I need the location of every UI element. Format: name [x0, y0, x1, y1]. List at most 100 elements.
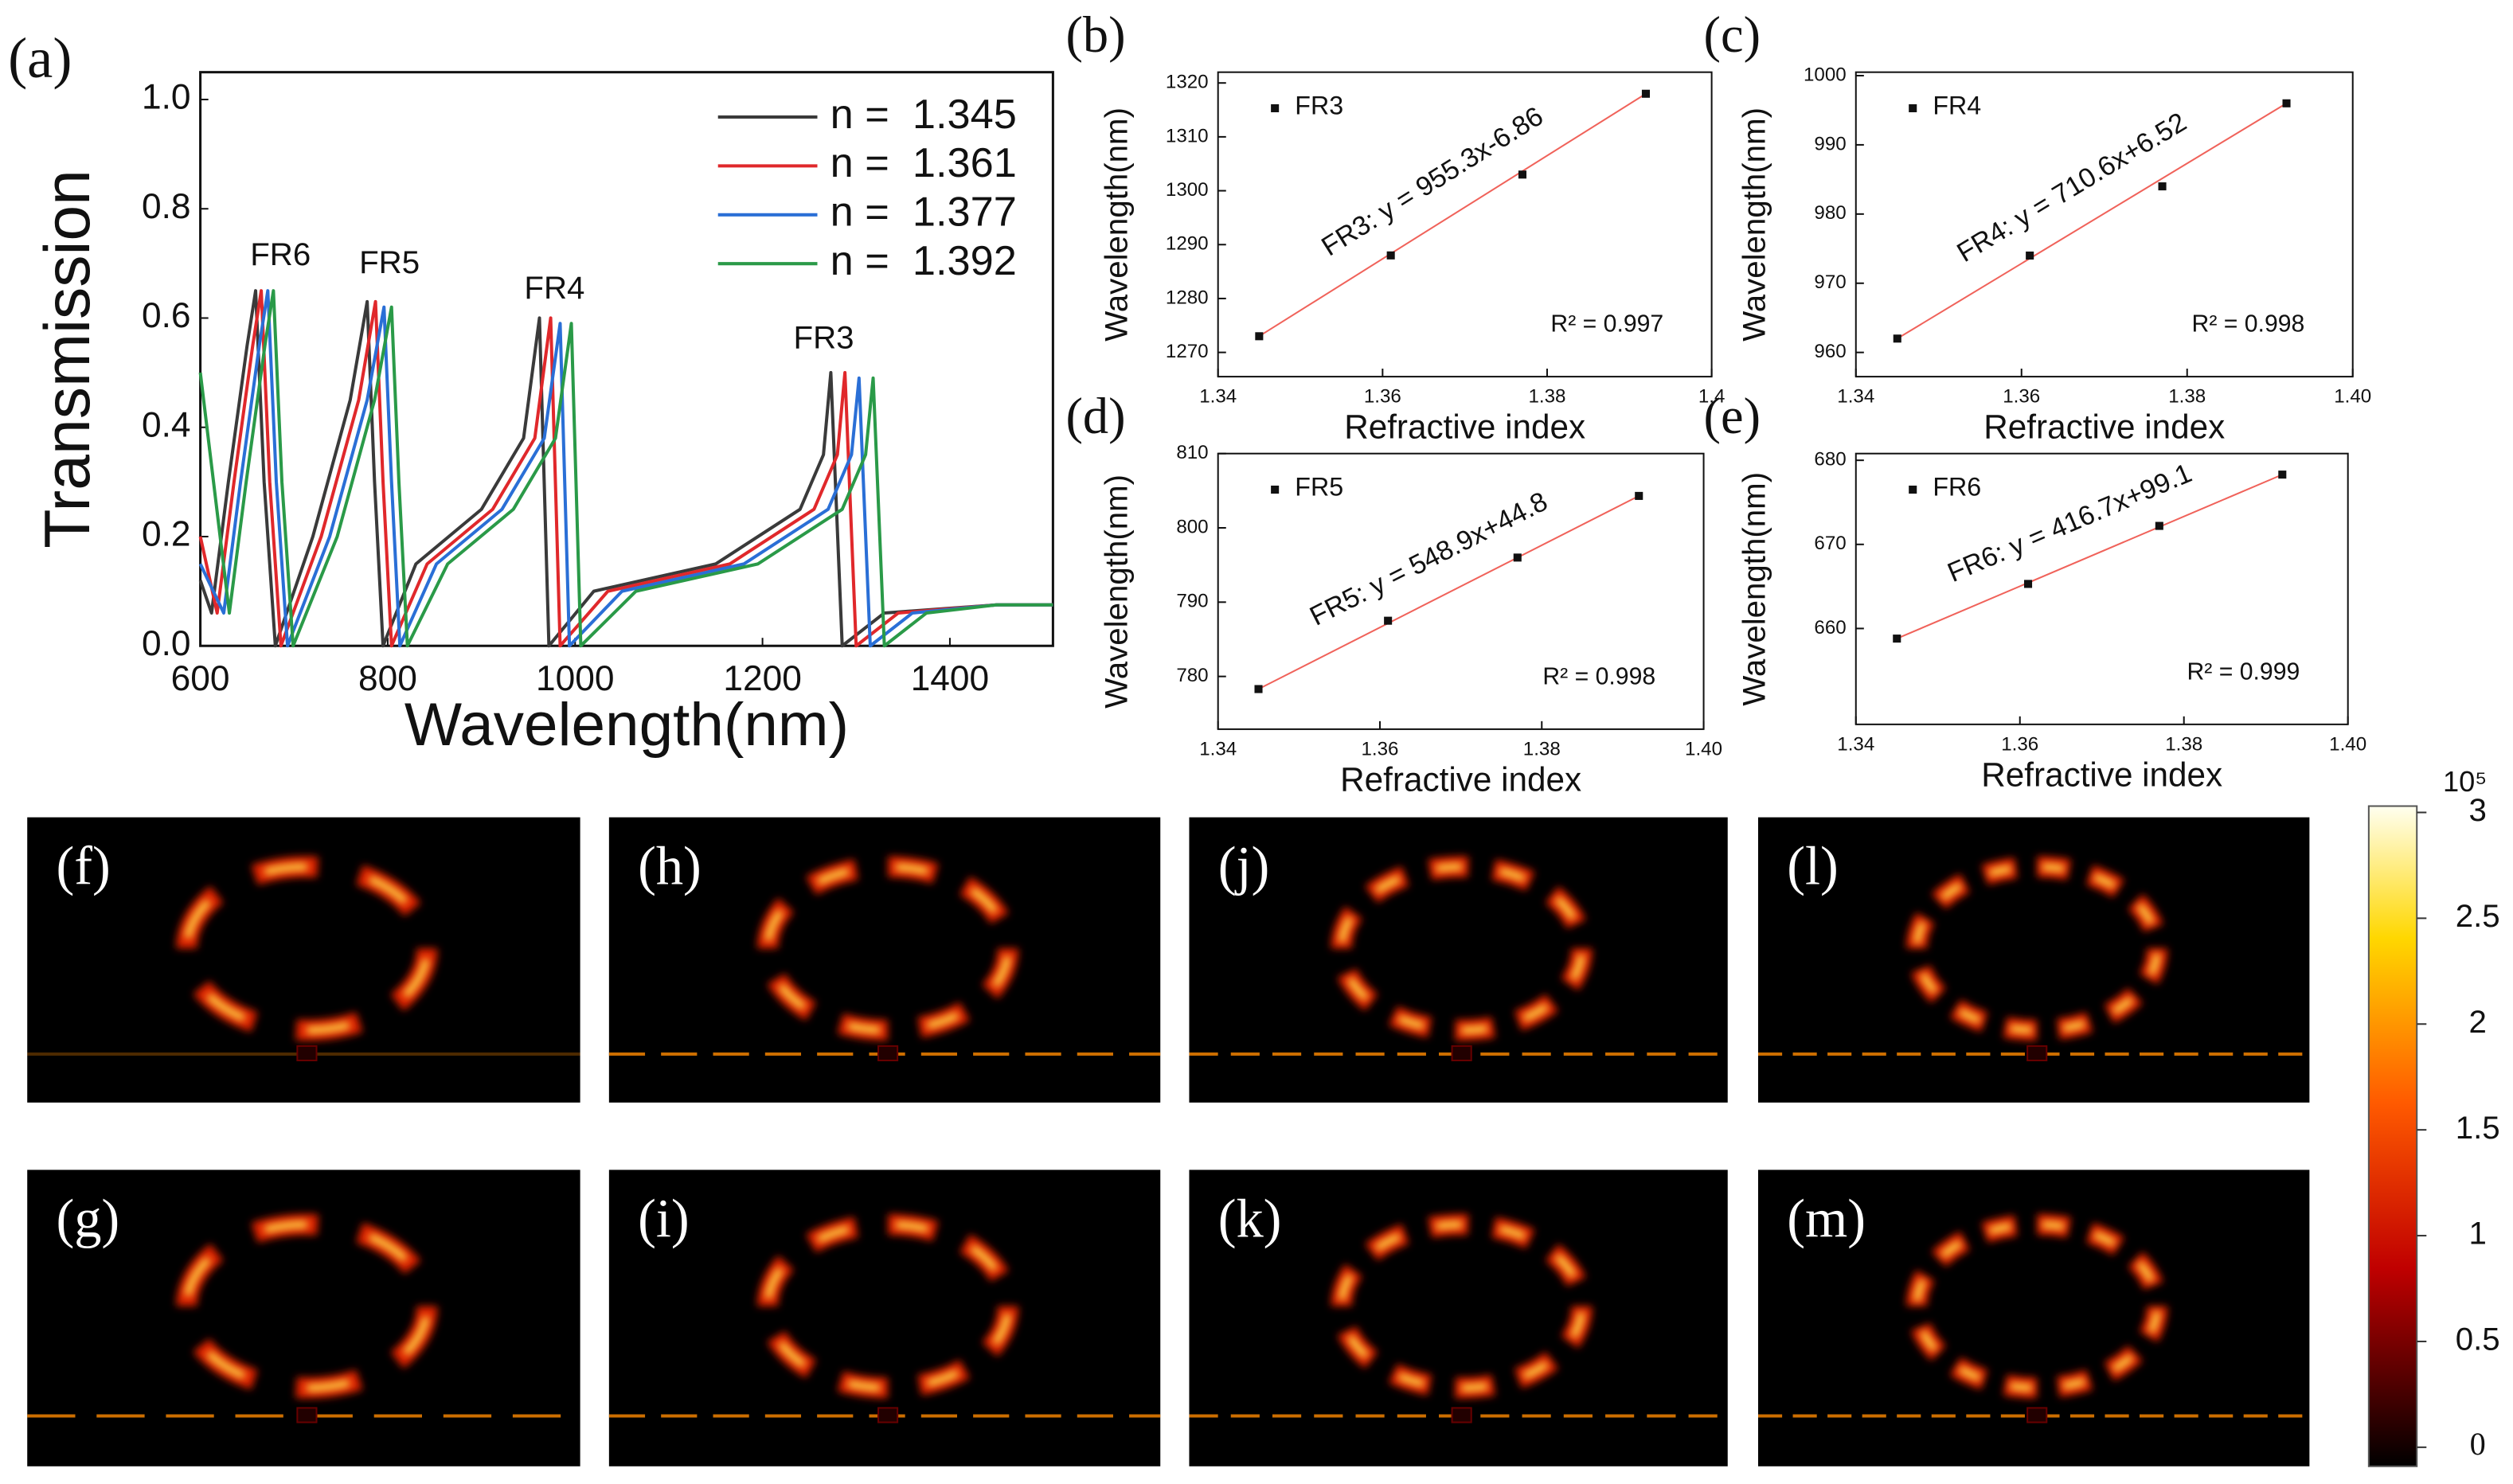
y-tick-label: 790: [1176, 591, 1208, 612]
y-tick-label: 1300: [1166, 179, 1209, 201]
series-line: [198, 289, 1053, 648]
r-squared: R² = 0.999: [2187, 658, 2300, 685]
panel-label: (i): [638, 1189, 690, 1249]
x-tick-label: 800: [358, 659, 417, 698]
fit-equation: FR4: y = 710.6x+6.52: [1952, 107, 2191, 268]
x-tick-label: 1.34: [1199, 738, 1237, 760]
ring-core: [1338, 1221, 1585, 1392]
ring-glow: [757, 856, 1019, 1041]
legend-marker: [1909, 485, 1917, 494]
fit-line: [1897, 102, 2288, 340]
field-panel: (k): [1189, 1170, 1728, 1466]
colorbar-tick-label: 2.5: [2456, 898, 2500, 934]
legend-label: FR5: [1295, 472, 1343, 501]
y-tick-label: 1290: [1166, 233, 1209, 255]
y-tick-label: 680: [1814, 449, 1846, 471]
coupler: [2026, 1407, 2048, 1423]
x-tick-label: 1.38: [1523, 738, 1561, 760]
fit-line: [1896, 474, 2283, 640]
legend-label: n = 1.377: [831, 189, 1017, 236]
legend-marker: [1909, 103, 1917, 112]
plot-frame: [199, 71, 1054, 647]
field-panel: (g): [27, 1170, 580, 1466]
y-tick-label: 1280: [1166, 287, 1209, 308]
panel-label: (f): [56, 836, 110, 896]
coupler: [1451, 1407, 1472, 1423]
colorbar: [2367, 805, 2418, 1467]
y-tick-label: 1.0: [142, 78, 191, 117]
field-panel: (j): [1189, 817, 1728, 1103]
y-axis-label: Wavelength(nm): [1737, 472, 1772, 706]
peak-annotation: FR3: [794, 319, 854, 355]
r-squared: R² = 0.998: [1542, 663, 1655, 689]
fit-line: [1258, 494, 1640, 690]
coupler: [296, 1407, 318, 1423]
x-tick-label: 1.36: [1361, 738, 1398, 760]
y-tick-label: 0.4: [142, 405, 191, 444]
plot-frame: [1217, 452, 1705, 730]
y-tick-label: 780: [1176, 665, 1208, 686]
plot-frame: [1854, 71, 2354, 378]
ring-glow: [1906, 1213, 2168, 1399]
y-axis-label: Transmission: [32, 170, 104, 549]
legend-label: FR3: [1295, 91, 1343, 119]
data-point: [1255, 332, 1264, 341]
x-axis-label: Refractive index: [1983, 408, 2225, 446]
peak-annotation: FR6: [250, 236, 311, 272]
y-tick-label: 990: [1814, 133, 1846, 154]
panel-label: (k): [1218, 1189, 1282, 1249]
panel-label: (e): [1704, 388, 1761, 444]
x-axis-label: Refractive index: [1344, 408, 1585, 446]
y-tick-label: 1270: [1166, 341, 1209, 362]
coupler: [877, 1045, 899, 1062]
x-axis-label: Wavelength(nm): [405, 691, 849, 759]
y-tick-label: 1310: [1166, 125, 1209, 146]
y-tick-label: 0.0: [142, 624, 191, 663]
colorbar-tick-label: 3: [2469, 792, 2487, 828]
x-tick-label: 1.40: [1685, 738, 1722, 760]
x-tick-label: 1000: [536, 659, 614, 698]
x-tick-label: 1.38: [2168, 386, 2206, 408]
data-point: [1254, 685, 1263, 693]
y-tick-label: 800: [1176, 516, 1208, 537]
y-tick-label: 980: [1814, 202, 1846, 224]
x-tick-label: 1.4: [1698, 386, 1725, 408]
colorbar-unit: 10⁵: [2443, 765, 2487, 798]
y-tick-label: 1320: [1166, 72, 1209, 93]
series-line: [198, 289, 1053, 648]
legend-marker: [1271, 485, 1280, 494]
x-tick-label: 1.38: [1528, 386, 1565, 408]
x-axis-label: Refractive index: [1981, 756, 2222, 793]
peak-annotation: FR5: [359, 244, 420, 280]
field-panel: (h): [608, 817, 1161, 1103]
field-panel: (i): [608, 1170, 1161, 1466]
ring-core: [1338, 863, 1585, 1034]
ring-core: [183, 863, 431, 1034]
colorbar-tick-label: 1: [2469, 1216, 2487, 1252]
r-squared: R² = 0.998: [2192, 311, 2305, 338]
x-tick-label: 1.34: [1837, 733, 1874, 755]
ring-glow: [757, 1213, 1019, 1399]
panel-label: (m): [1787, 1189, 1866, 1249]
data-point: [2155, 521, 2163, 530]
x-tick-label: 1.36: [2001, 733, 2038, 755]
data-point: [2024, 580, 2033, 588]
field-panel: (l): [1757, 817, 2310, 1103]
x-tick-label: 600: [171, 659, 230, 698]
data-point: [1518, 170, 1527, 179]
legend-label: FR6: [1933, 472, 1981, 501]
data-point: [2026, 251, 2034, 260]
legend-label: n = 1.361: [831, 140, 1017, 186]
ring-glow: [1906, 856, 2168, 1041]
panel-label: (h): [638, 836, 702, 896]
panel-label: (g): [56, 1189, 119, 1249]
plot-frame: [1217, 71, 1713, 378]
field-panel: (m): [1757, 1170, 2310, 1466]
peak-annotation: FR4: [524, 270, 584, 306]
panel-label: (l): [1787, 836, 1839, 896]
y-tick-label: 970: [1814, 271, 1846, 293]
field-panel: (f): [27, 817, 580, 1103]
r-squared: R² = 0.997: [1550, 311, 1663, 338]
y-tick-label: 960: [1814, 341, 1846, 362]
